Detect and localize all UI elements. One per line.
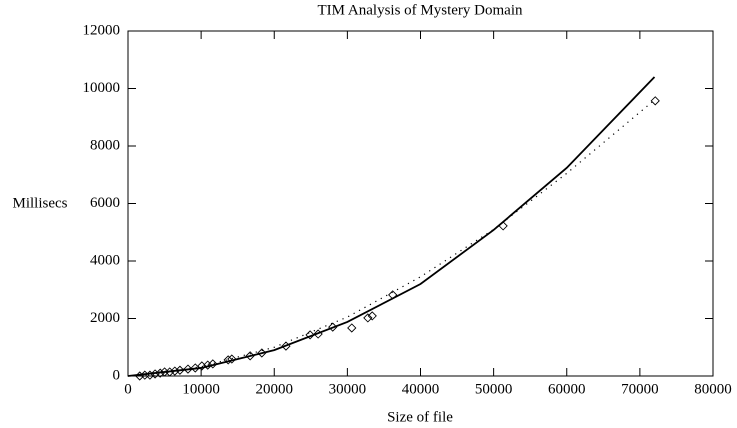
x-tick-label: 20000 [256, 381, 294, 397]
data-point [305, 330, 315, 340]
y-tick-label: 10000 [83, 80, 121, 96]
x-tick-label: 50000 [475, 381, 513, 397]
y-tick-label: 12000 [83, 22, 121, 38]
x-tick-label: 80000 [694, 381, 732, 397]
y-tick-label: 6000 [90, 195, 120, 211]
y-tick-label: 4000 [90, 252, 120, 268]
data-point [650, 96, 660, 106]
dotted-fit-line [127, 99, 655, 377]
y-tick-label: 0 [113, 367, 121, 383]
y-tick-label: 8000 [90, 137, 120, 153]
x-tick-label: 30000 [329, 381, 367, 397]
x-tick-label: 60000 [548, 381, 586, 397]
data-point [347, 323, 357, 333]
data-point [203, 360, 213, 370]
x-tick-label: 70000 [621, 381, 659, 397]
data-point [367, 311, 377, 321]
chart-title: TIM Analysis of Mystery Domain [318, 2, 523, 18]
plot-frame [127, 30, 714, 377]
x-axis-label: Size of file [387, 409, 453, 425]
data-point [363, 313, 373, 323]
fit-line [127, 76, 656, 377]
data-point [227, 354, 237, 364]
data-point [175, 365, 185, 375]
y-axis-label: Millisecs [13, 195, 68, 211]
x-tick-label: 10000 [182, 381, 220, 397]
y-tick-label: 2000 [90, 310, 120, 326]
x-tick-label: 40000 [402, 381, 440, 397]
data-point [208, 359, 218, 369]
data-point [223, 355, 233, 365]
x-tick-label: 0 [124, 381, 132, 397]
